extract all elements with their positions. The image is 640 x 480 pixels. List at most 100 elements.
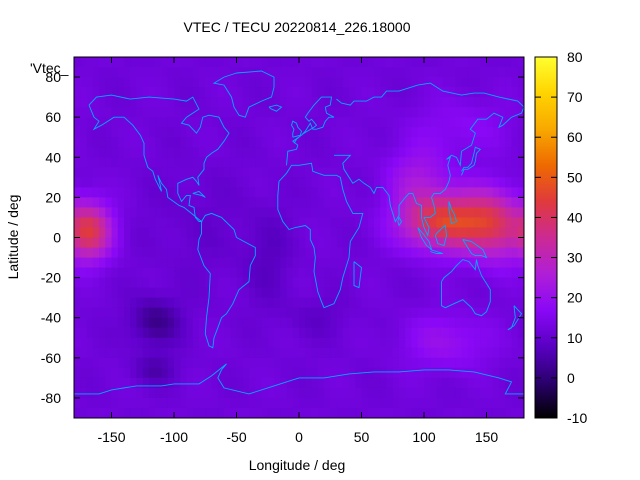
- heatmap-cell: [499, 87, 506, 98]
- heatmap-cell: [342, 387, 350, 399]
- heatmap-cell: [205, 147, 212, 158]
- heatmap-cell: [186, 377, 194, 389]
- heatmap-cell: [274, 177, 281, 188]
- heatmap-cell: [136, 297, 144, 309]
- heatmap-cell: [349, 367, 356, 379]
- heatmap-cell: [274, 117, 281, 128]
- heatmap-cell: [174, 377, 181, 389]
- heatmap-cell: [342, 97, 350, 108]
- heatmap-cell: [92, 257, 100, 268]
- heatmap-cell: [217, 67, 225, 78]
- heatmap-cell: [517, 387, 524, 399]
- heatmap-cell: [224, 267, 231, 279]
- heatmap-cell: [117, 227, 125, 238]
- heatmap-cell: [92, 197, 100, 208]
- heatmap-cell: [230, 137, 237, 148]
- coastline-iceland: [268, 104, 283, 112]
- heatmap-cell: [317, 117, 325, 128]
- heatmap-cell: [99, 277, 106, 289]
- heatmap-cell: [230, 197, 237, 208]
- heatmap-cell: [267, 57, 275, 68]
- heatmap-cell: [436, 267, 444, 279]
- heatmap-cell: [374, 337, 381, 349]
- heatmap-cell: [80, 107, 87, 118]
- heatmap-cell: [480, 377, 487, 389]
- heatmap-cell: [317, 387, 325, 399]
- heatmap-cell: [230, 177, 237, 188]
- heatmap-cell: [205, 347, 212, 359]
- heatmap-cell: [392, 167, 400, 178]
- heatmap-cell: [236, 117, 244, 128]
- heatmap-cell: [155, 337, 162, 349]
- heatmap-cell: [161, 207, 169, 218]
- heatmap-cell: [480, 227, 487, 238]
- heatmap-cell: [136, 257, 144, 268]
- heatmap-cell: [411, 317, 419, 329]
- heatmap-cell: [380, 317, 387, 329]
- heatmap-cell: [105, 377, 112, 389]
- heatmap-cell: [192, 327, 200, 339]
- heatmap-cell: [517, 167, 524, 178]
- heatmap-cell: [380, 197, 387, 208]
- heatmap-cell: [467, 337, 475, 349]
- heatmap-cell: [374, 147, 381, 158]
- heatmap-cell: [442, 237, 450, 248]
- heatmap-cell: [199, 267, 206, 279]
- heatmap-cell: [324, 327, 331, 339]
- heatmap-cell: [92, 357, 100, 369]
- heatmap-cell: [492, 327, 500, 339]
- heatmap-cell: [430, 287, 437, 299]
- heatmap-cell: [492, 247, 500, 258]
- heatmap-cell: [449, 277, 456, 289]
- heatmap-cell: [124, 287, 131, 299]
- heatmap-cell: [436, 207, 444, 218]
- heatmap-cell: [399, 317, 406, 329]
- heatmap-cell: [461, 107, 469, 118]
- heatmap-cell: [517, 377, 524, 389]
- heatmap-cell: [149, 97, 156, 108]
- heatmap-cell: [349, 187, 356, 198]
- heatmap-cell: [149, 57, 156, 68]
- heatmap-cell: [86, 407, 94, 418]
- heatmap-cell: [192, 347, 200, 359]
- heatmap-cell: [161, 117, 169, 128]
- heatmap-cell: [249, 337, 256, 349]
- heatmap-cell: [505, 147, 512, 158]
- heatmap-cell: [336, 397, 344, 409]
- heatmap-cell: [355, 207, 362, 218]
- heatmap-cell: [224, 297, 231, 309]
- heatmap-cell: [424, 397, 431, 409]
- heatmap-cell: [399, 347, 406, 359]
- heatmap-cell: [249, 307, 256, 319]
- heatmap-cell: [355, 107, 362, 118]
- heatmap-cell: [117, 347, 125, 359]
- heatmap-cell: [499, 407, 506, 418]
- heatmap-cell: [442, 87, 450, 98]
- heatmap-cell: [136, 347, 144, 359]
- heatmap-cell: [355, 257, 362, 268]
- heatmap-cell: [486, 337, 494, 349]
- heatmap-cell: [330, 167, 337, 178]
- heatmap-cell: [105, 317, 112, 329]
- heatmap-cell: [349, 287, 356, 299]
- heatmap-cell: [136, 227, 144, 238]
- heatmap-cell: [355, 157, 362, 168]
- heatmap-cell: [449, 167, 456, 178]
- heatmap-cell: [167, 147, 175, 158]
- heatmap-cell: [217, 387, 225, 399]
- heatmap-cell: [224, 357, 231, 369]
- heatmap-cell: [386, 217, 394, 228]
- heatmap-cell: [417, 117, 425, 128]
- heatmap-cell: [74, 117, 81, 128]
- heatmap-cell: [305, 207, 312, 218]
- heatmap-cell: [242, 307, 250, 319]
- heatmap-cell: [505, 317, 512, 329]
- heatmap-cell: [361, 197, 369, 208]
- heatmap-cell: [136, 307, 144, 319]
- heatmap-cell: [92, 267, 100, 279]
- heatmap-cell: [305, 267, 312, 279]
- heatmap-cell: [336, 197, 344, 208]
- heatmap-cell: [117, 387, 125, 399]
- heatmap-cell: [74, 337, 81, 349]
